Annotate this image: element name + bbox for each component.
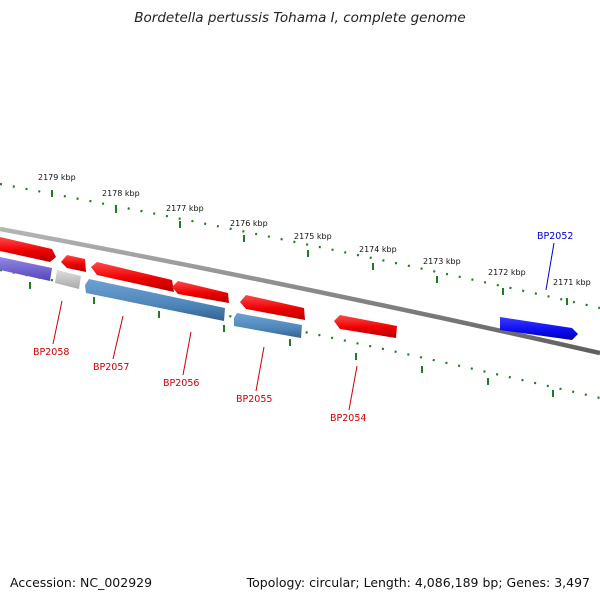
gene-labels: BP2058 BP2057 BP2056 BP2055 BP2054 BP205… xyxy=(33,231,573,424)
kbp-label-2177: 2177 kbp xyxy=(166,204,204,213)
gene-label-bp2055[interactable]: BP2055 xyxy=(236,394,272,405)
outer-major-ticks xyxy=(51,190,568,305)
gene-bar-purple[interactable] xyxy=(0,257,52,281)
kbp-label-2171: 2171 kbp xyxy=(553,278,591,287)
accession-text: Accession: NC_002929 xyxy=(10,575,153,590)
gene-arrow-highlight[interactable] xyxy=(500,317,578,340)
kbp-labels: 2179 kbp 2178 kbp 2177 kbp 2176 kbp 2175… xyxy=(38,173,591,287)
gene-arrow-fwd-5[interactable] xyxy=(240,295,305,320)
inner-major-ticks xyxy=(29,282,554,397)
gene-label-bp2057[interactable]: BP2057 xyxy=(93,362,129,373)
gene-label-bp2052[interactable]: BP2052 xyxy=(537,231,573,242)
reverse-genes xyxy=(0,257,302,338)
kbp-label-2175: 2175 kbp xyxy=(294,232,332,241)
gene-arrow-fwd-6[interactable] xyxy=(334,315,397,338)
label-leaders xyxy=(52,242,555,411)
gene-arrow-rev-1[interactable] xyxy=(85,279,225,321)
genome-backbone xyxy=(0,226,600,356)
gene-label-bp2054[interactable]: BP2054 xyxy=(330,413,366,424)
kbp-label-2178: 2178 kbp xyxy=(102,189,140,198)
gene-arrow-fwd-2[interactable] xyxy=(61,255,86,272)
gene-bar-pseudo[interactable] xyxy=(55,270,81,289)
genome-summary-text: Topology: circular; Length: 4,086,189 bp… xyxy=(246,575,590,590)
gene-arrow-fwd-1[interactable] xyxy=(0,237,56,262)
kbp-label-2176: 2176 kbp xyxy=(230,219,268,228)
gene-label-bp2058[interactable]: BP2058 xyxy=(33,347,69,358)
gene-arrow-fwd-3[interactable] xyxy=(91,262,174,292)
kbp-label-2174: 2174 kbp xyxy=(359,245,397,254)
gene-arrow-fwd-4[interactable] xyxy=(172,281,229,303)
forward-genes xyxy=(0,237,578,340)
gene-arrow-rev-2[interactable] xyxy=(234,313,302,338)
kbp-label-2179: 2179 kbp xyxy=(38,173,76,182)
gene-label-bp2056[interactable]: BP2056 xyxy=(163,378,199,389)
kbp-label-2173: 2173 kbp xyxy=(423,257,461,266)
genome-title: Bordetella pertussis Tohama I, complete … xyxy=(134,10,466,26)
kbp-label-2172: 2172 kbp xyxy=(488,268,526,277)
